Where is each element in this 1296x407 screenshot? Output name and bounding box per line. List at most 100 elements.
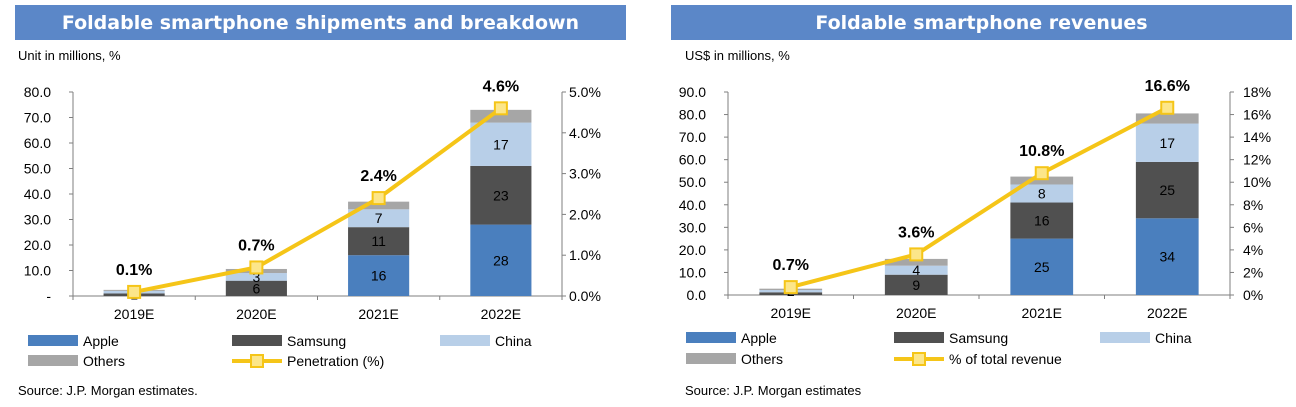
y2-tick-label: 6% [1243, 219, 1263, 235]
bar-segment [884, 265, 948, 275]
y-tick-label: 70.0 [679, 129, 706, 145]
legend-label: Samsung [949, 330, 1008, 346]
bar-segment [1135, 218, 1199, 295]
y-tick-label: 50.0 [24, 161, 51, 177]
bar-data-label: 11 [371, 233, 386, 249]
legend-swatch [28, 355, 78, 366]
y-tick-label: 60.0 [24, 135, 51, 151]
bar-data-label: 17 [1159, 135, 1175, 151]
legend-marker [250, 354, 264, 368]
x-tick-label: 2019E [771, 305, 811, 321]
line-marker [1160, 100, 1175, 115]
y-tick-label: 30.0 [24, 212, 51, 228]
y2-tick-label: 10% [1243, 174, 1271, 190]
x-tick-label: 2019E [114, 306, 154, 322]
y-tick-label: - [46, 288, 51, 304]
x-tick-label: 2021E [1022, 305, 1062, 321]
bar-segment [348, 201, 410, 210]
bar-segment [1010, 202, 1074, 239]
line-marker [249, 260, 264, 275]
bar-data-label: 28 [493, 252, 509, 268]
y-tick-label: 10.0 [24, 263, 51, 279]
bar-segment [225, 273, 287, 281]
bar-segment [470, 122, 532, 166]
x-tick-label: 2021E [358, 306, 398, 322]
bar-segment [470, 165, 532, 225]
line-data-label: 16.6% [1145, 78, 1190, 95]
bar-segment [1010, 176, 1074, 185]
legend-swatch [894, 332, 944, 343]
legend-label: China [495, 333, 532, 349]
unit-label: Unit in millions, % [18, 48, 121, 63]
y2-tick-label: 5.0% [569, 84, 601, 100]
line-data-label: 0.7% [773, 257, 809, 274]
bar-segment [470, 224, 532, 296]
y2-tick-label: 14% [1243, 129, 1271, 145]
bar-segment [1010, 238, 1074, 295]
bar-data-label: 7 [375, 210, 383, 226]
legend-marker [912, 352, 926, 366]
y2-tick-label: 12% [1243, 152, 1271, 168]
y2-tick-label: 2% [1243, 264, 1263, 280]
bar-segment [884, 258, 948, 266]
penetration-line [790, 106, 1169, 290]
legend-label: Others [741, 351, 783, 367]
line-marker [783, 280, 798, 295]
legend-label: Apple [83, 333, 119, 349]
y-tick-label: 60.0 [679, 152, 706, 168]
bar-segment [348, 255, 410, 296]
y2-tick-label: 3.0% [569, 166, 601, 182]
y-tick-label: 20.0 [679, 242, 706, 258]
legend-swatch [686, 353, 736, 364]
bar-data-label: 23 [493, 187, 509, 203]
bar-segment [1135, 161, 1199, 219]
y2-tick-label: 4% [1243, 242, 1263, 258]
line-marker [127, 284, 142, 299]
y2-tick-label: 8% [1243, 197, 1263, 213]
line-marker [371, 191, 386, 206]
revenues-chart: 0.0 10.0 20.0 30.0 40.0 50.0 60.0 70.0 80.0 90.0 0… [679, 78, 1271, 367]
bar-data-label: 3 [252, 269, 260, 285]
legend-label: Samsung [287, 333, 346, 349]
x-tick-label: 2022E [1147, 305, 1187, 321]
bar-data-label: 6 [252, 280, 260, 296]
unit-label: US$ in millions, % [685, 48, 790, 63]
penetration-line [133, 106, 503, 294]
line-data-label: 3.6% [898, 224, 934, 241]
chart-title: Foldable smartphone revenues [671, 5, 1292, 40]
y2-tick-label: 18% [1243, 84, 1271, 100]
line-data-label: 0.7% [238, 237, 274, 254]
y2-tick-label: 1.0% [569, 247, 601, 263]
y-tick-label: 90.0 [679, 84, 706, 100]
legend-label: % of total revenue [949, 351, 1062, 367]
bar-segment [348, 209, 410, 228]
bar-data-label: 8 [1038, 186, 1046, 202]
line-marker [909, 247, 924, 262]
y-tick-label: 80.0 [24, 84, 51, 100]
chart-title: Foldable smartphone shipments and breakd… [15, 5, 626, 40]
revenues-panel: Foldable smartphone revenues US$ in mill… [668, 0, 1296, 407]
bar-data-label: 34 [1159, 249, 1175, 265]
bar-segment [225, 280, 287, 296]
y-tick-label: 40.0 [679, 197, 706, 213]
y2-tick-label: 0% [1243, 287, 1263, 303]
bar-segment [1135, 123, 1199, 162]
line-data-label: 0.1% [116, 262, 152, 279]
bar-data-label: 17 [493, 136, 509, 152]
line-data-label: 2.4% [360, 168, 396, 185]
y2-tick-label: 16% [1243, 107, 1271, 123]
source-note: Source: J.P. Morgan estimates. [18, 383, 198, 398]
y-tick-label: 50.0 [679, 174, 706, 190]
bar-segment [1010, 184, 1074, 203]
bar-data-label: 9 [912, 277, 920, 293]
bar-data-label: 25 [1159, 182, 1175, 198]
y2-tick-label: 0.0% [569, 288, 601, 304]
legend-label: Penetration (%) [287, 353, 384, 369]
y2-tick-label: 2.0% [569, 206, 601, 222]
line-data-label: 10.8% [1019, 143, 1064, 160]
y-tick-label: 70.0 [24, 110, 51, 126]
shipments-chart: - 10.0 20.0 30.0 40.0 50.0 60.0 70.0 80.0 0.0% 1.0… [24, 78, 601, 369]
legend-swatch [1100, 332, 1150, 343]
x-tick-label: 2022E [481, 306, 521, 322]
y-tick-label: 0.0 [687, 287, 707, 303]
